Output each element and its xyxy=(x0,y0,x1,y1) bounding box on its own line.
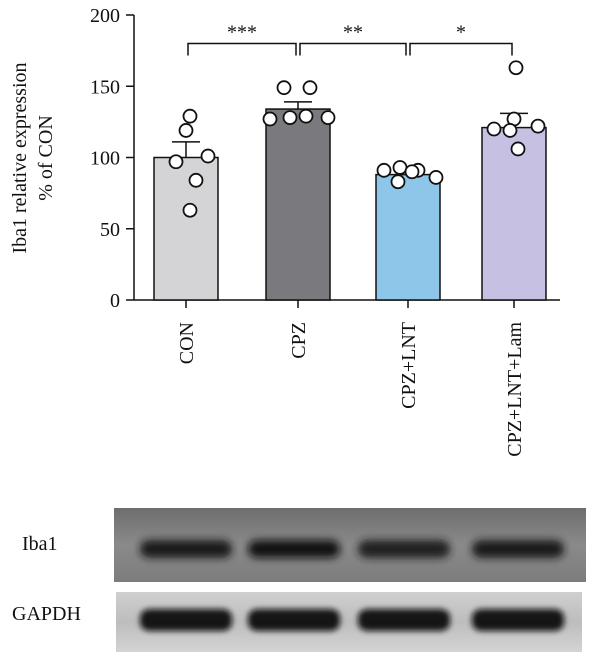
data-point xyxy=(486,121,502,137)
bar-chart: Iba1 relative expression % of CON 0 50 100… xyxy=(9,5,560,457)
y-tick-label: 100 xyxy=(90,148,120,170)
significance-bracket xyxy=(409,42,513,56)
data-point xyxy=(320,110,336,125)
y-tick-label: 150 xyxy=(90,76,120,98)
data-point xyxy=(510,141,526,157)
data-point xyxy=(200,148,216,164)
data-point xyxy=(530,118,546,134)
significance-label: *** xyxy=(227,22,257,44)
category-label: CON xyxy=(176,322,198,364)
blot-band-iba1 xyxy=(472,540,564,558)
blot-label-iba1: Iba1 xyxy=(22,533,58,555)
blot-band-gapdh xyxy=(248,609,340,631)
blot-band-iba1 xyxy=(140,540,232,558)
y-tick-label: 0 xyxy=(110,290,120,312)
blot-band-iba1 xyxy=(358,540,450,558)
data-point xyxy=(502,123,518,138)
category-label: CPZ+LNT xyxy=(398,322,420,409)
blot-band-gapdh xyxy=(140,609,232,631)
bar-cpz xyxy=(265,108,331,301)
y-axis-title: Iba1 relative expression % of CON xyxy=(9,62,57,253)
data-point xyxy=(188,172,204,188)
y-tick-label: 50 xyxy=(100,219,120,241)
y-axis-title-line2: % of CON xyxy=(35,115,57,201)
data-points xyxy=(168,60,546,218)
significance-bracket xyxy=(187,42,297,56)
significance-bracket xyxy=(299,42,407,56)
y-axis-title-line1: Iba1 relative expression xyxy=(9,62,31,253)
data-point xyxy=(178,123,194,138)
blot-band-iba1 xyxy=(248,540,340,558)
category-label: CPZ xyxy=(288,322,310,359)
category-labels: CON CPZ CPZ+LNT CPZ+LNT+Lam xyxy=(176,322,526,457)
blot-band-gapdh xyxy=(472,609,564,631)
bar-cpz+lnt+lam xyxy=(481,126,547,301)
data-point xyxy=(508,60,524,76)
data-point xyxy=(168,154,184,170)
significance-label: * xyxy=(456,22,466,44)
bar-con xyxy=(153,156,219,301)
data-point xyxy=(262,111,278,127)
data-point xyxy=(390,174,406,190)
data-point xyxy=(404,164,420,180)
data-point xyxy=(302,80,318,96)
blot-label-gapdh: GAPDH xyxy=(12,603,81,625)
data-point xyxy=(182,108,198,124)
blot-band-gapdh xyxy=(358,609,450,631)
bars xyxy=(153,108,547,301)
significance-label: ** xyxy=(343,22,363,44)
category-label: CPZ+LNT+Lam xyxy=(504,322,526,457)
data-point xyxy=(428,170,444,185)
data-point xyxy=(282,110,298,125)
data-point xyxy=(298,108,314,124)
y-tick-label: 200 xyxy=(90,5,120,27)
blot-bands xyxy=(140,540,564,631)
data-point xyxy=(276,80,292,96)
data-point xyxy=(182,202,198,218)
data-point xyxy=(376,162,392,178)
bar-cpz+lnt xyxy=(375,173,441,301)
significance-brackets: *** ** * xyxy=(187,22,513,56)
